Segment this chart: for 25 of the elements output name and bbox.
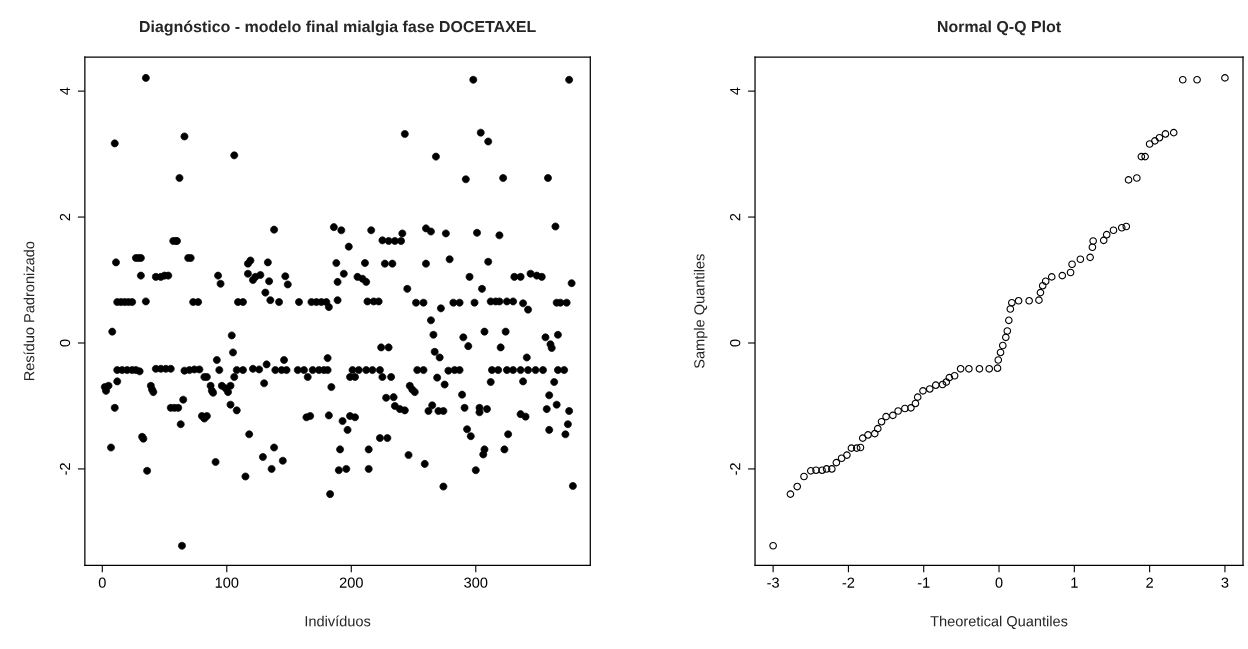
- x-tick-label: 300: [464, 577, 488, 588]
- y-tick-label: 0: [59, 339, 71, 347]
- chart-title: Diagnóstico - modelo final mialgia fase DOCETAXEL: [140, 20, 536, 36]
- x-axis-title: Theoretical Quantiles: [930, 615, 1068, 629]
- x-tick-label: 0: [98, 577, 106, 588]
- y-tick-label: 4: [60, 87, 71, 95]
- y-tick-label: -2: [59, 463, 71, 475]
- y-tick-label: 2: [59, 213, 71, 221]
- x-tick-label: 0: [995, 577, 1003, 588]
- y-tick-label: -2: [730, 463, 741, 475]
- x-axis-title: Indivíduos: [305, 615, 371, 627]
- x-tick-label: 100: [215, 577, 239, 588]
- x-tick-label: -2: [842, 577, 855, 588]
- y-axis-title: Resíduo Padronizado: [23, 241, 35, 381]
- x-tick-label: 2: [1146, 577, 1153, 588]
- x-tick-label: 1: [1071, 577, 1078, 588]
- y-tick-label: 0: [730, 339, 741, 347]
- y-tick-label: 2: [730, 213, 741, 221]
- x-tick-label: 200: [339, 577, 363, 588]
- y-axis-title: Sample Quantiles: [693, 254, 708, 369]
- x-tick-label: 3: [1221, 577, 1229, 588]
- x-tick-label: -3: [767, 577, 779, 588]
- chart-title: Normal Q-Q Plot: [937, 20, 1061, 36]
- y-tick-label: 4: [730, 87, 741, 95]
- x-tick-label: -1: [917, 577, 930, 588]
